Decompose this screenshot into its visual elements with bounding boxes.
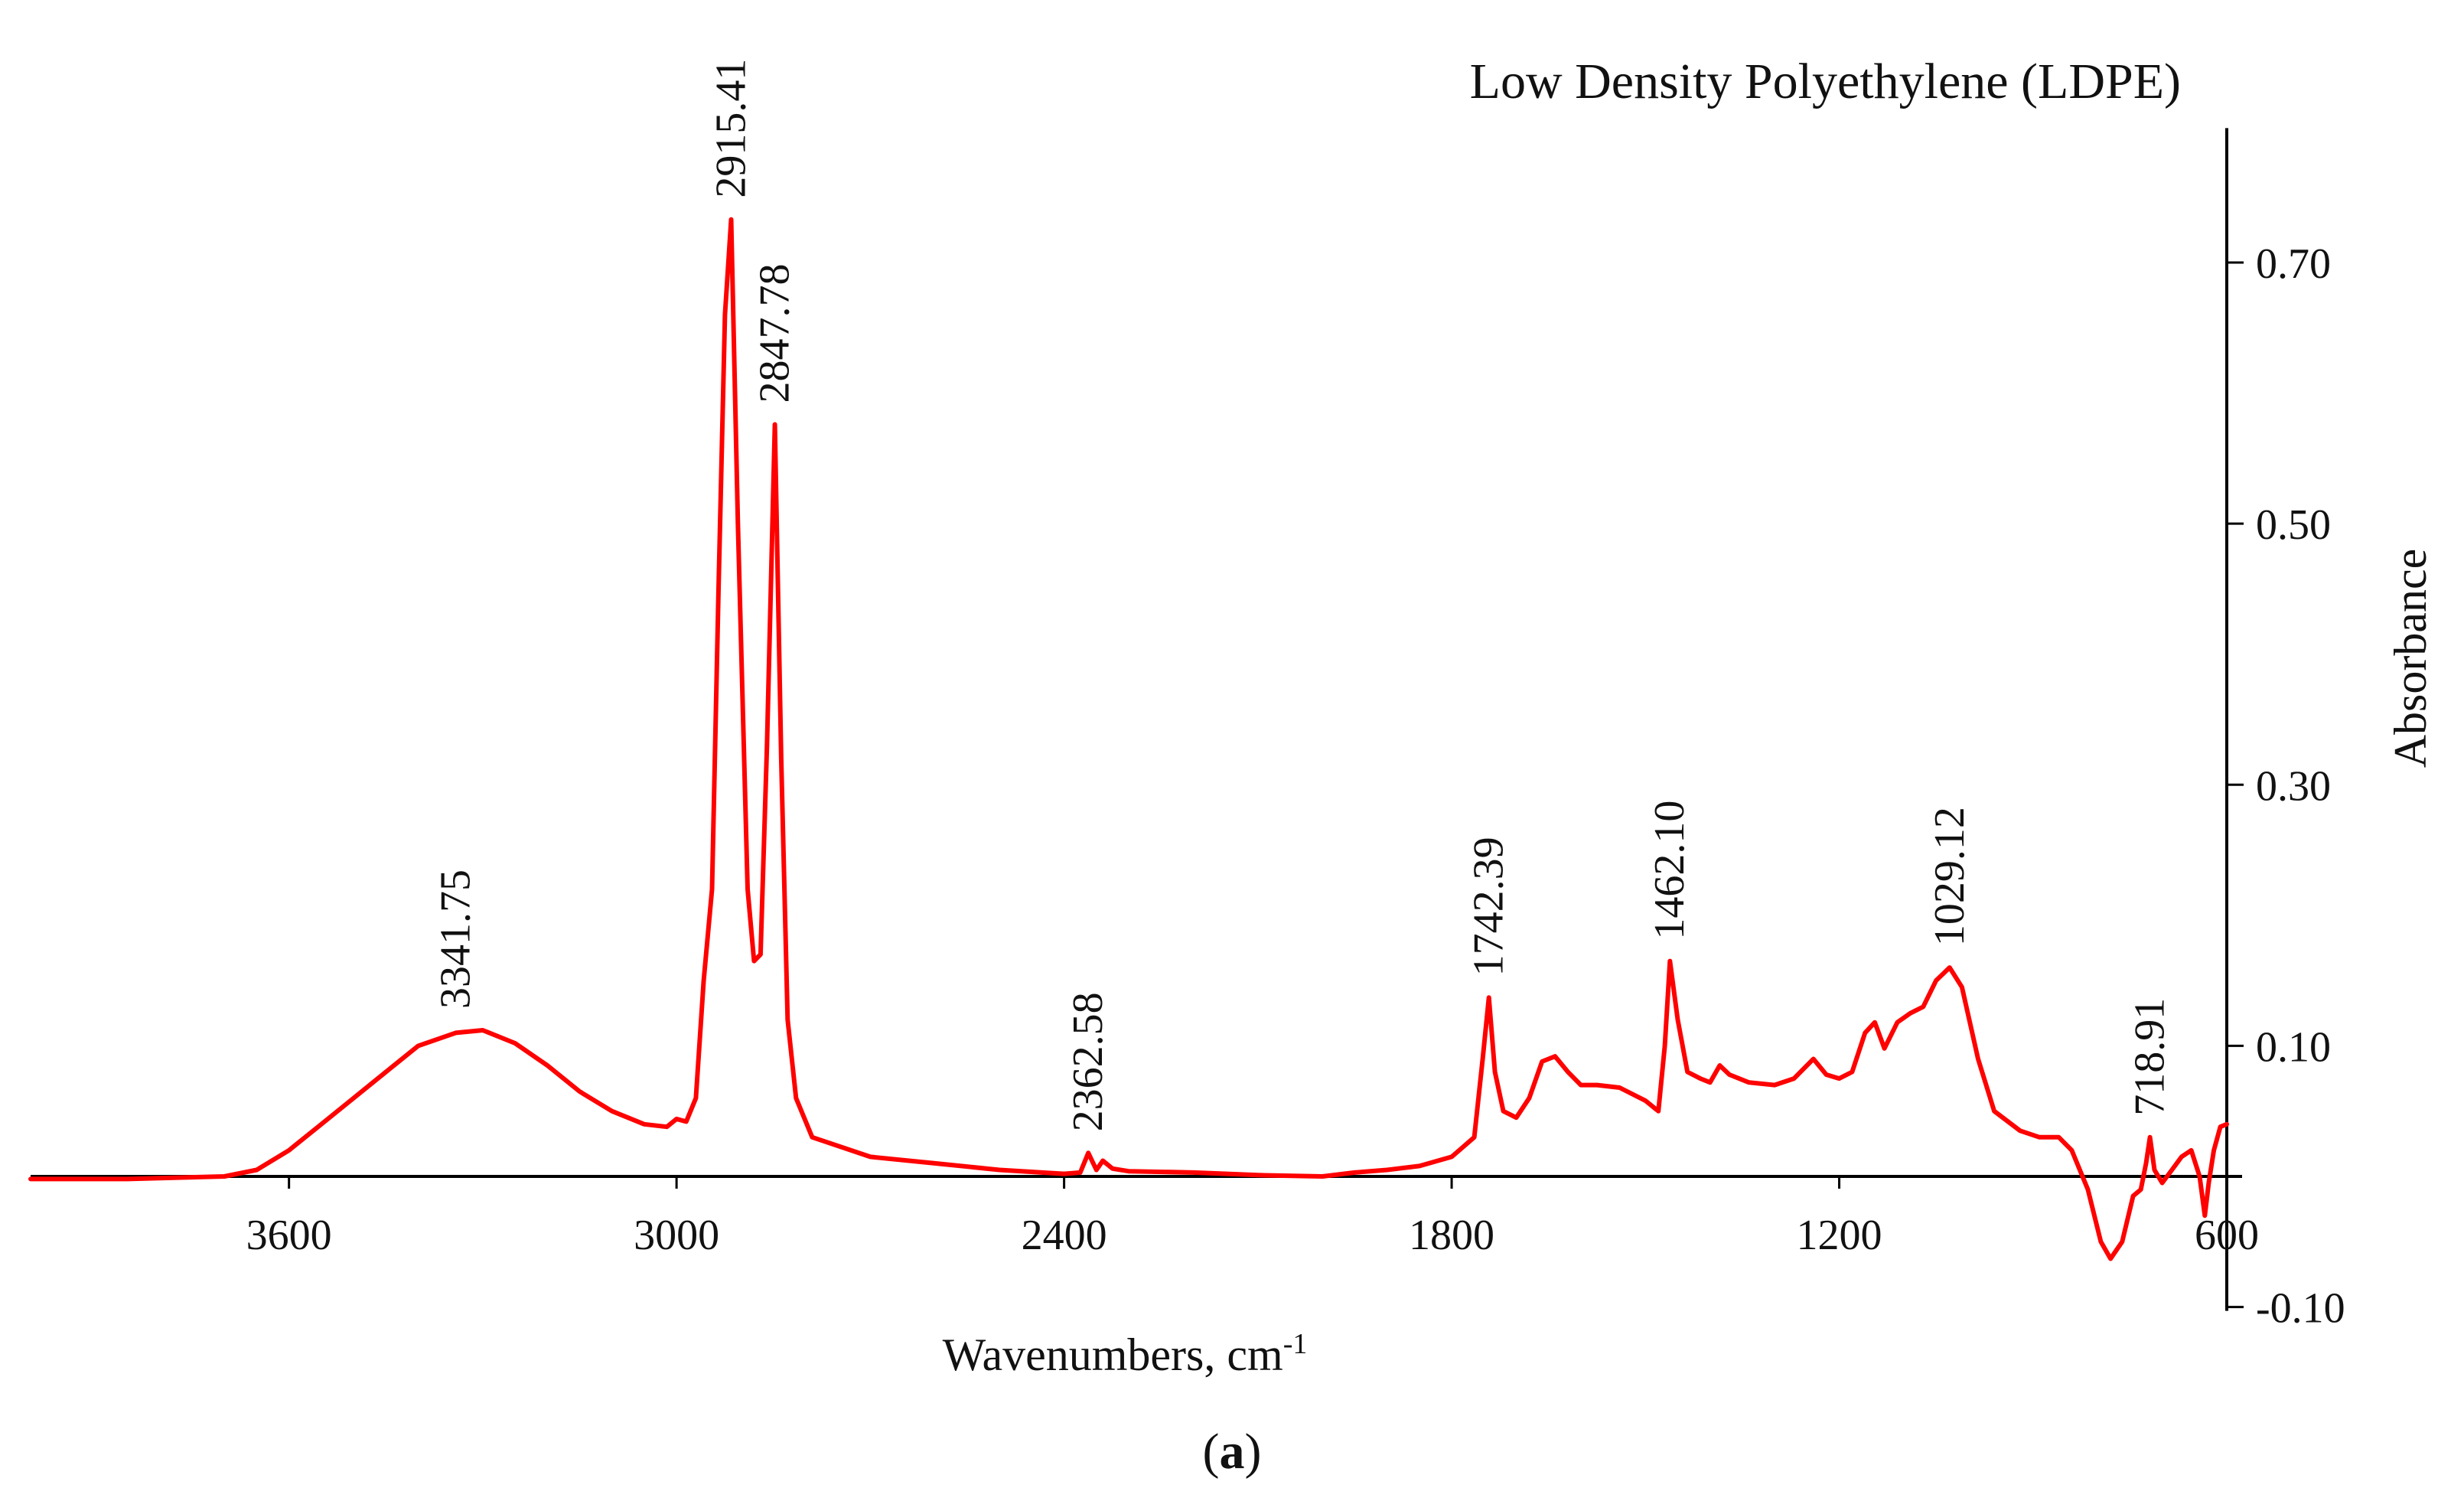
peak-label: 1742.39	[1465, 837, 1513, 976]
peak-label: 3341.75	[432, 869, 480, 1009]
peak-label: 2362.58	[1064, 992, 1112, 1131]
x-axis-title: Wavenumbers, cm-1	[943, 1328, 1308, 1380]
peak-labels: 3341.75 2915.41 2847.78 2362.58 1742.39 1462.…	[432, 59, 2174, 1132]
x-axis-unit-superscript: -1	[1283, 1328, 1308, 1360]
absorbance-spectrum-line	[28, 217, 2229, 1261]
y-tick-label: 0.30	[2256, 762, 2331, 810]
peak-label: 1029.12	[1926, 807, 1973, 946]
x-axis-ticks: 3600 3000 2400 1800 1200 600	[246, 1176, 2259, 1259]
x-tick-label: 3600	[246, 1212, 332, 1259]
figure-caption: (a)	[1203, 1424, 1262, 1480]
y-tick-label: 0.10	[2256, 1023, 2331, 1071]
peak-label: 2915.41	[708, 59, 755, 198]
y-tick-label: 0.70	[2256, 240, 2331, 288]
y-axis-ticks: 0.70 0.50 0.30 0.10 -0.10	[2227, 240, 2345, 1333]
x-tick-label: 3000	[634, 1212, 719, 1259]
y-tick-label: 0.50	[2256, 501, 2331, 549]
x-tick-label: 2400	[1022, 1212, 1107, 1259]
x-tick-label: 1200	[1797, 1212, 1882, 1259]
peak-label: 718.91	[2127, 998, 2174, 1116]
peak-label: 1462.10	[1646, 801, 1693, 940]
chart-title: Low Density Polyethylene (LDPE)	[1470, 54, 2181, 109]
axes	[31, 128, 2242, 1311]
y-tick-label: -0.10	[2256, 1285, 2345, 1333]
peak-label: 2847.78	[751, 263, 799, 403]
x-tick-label: 600	[2195, 1212, 2259, 1259]
y-axis-title: Absorbance	[2385, 549, 2436, 768]
x-tick-label: 1800	[1409, 1212, 1494, 1259]
